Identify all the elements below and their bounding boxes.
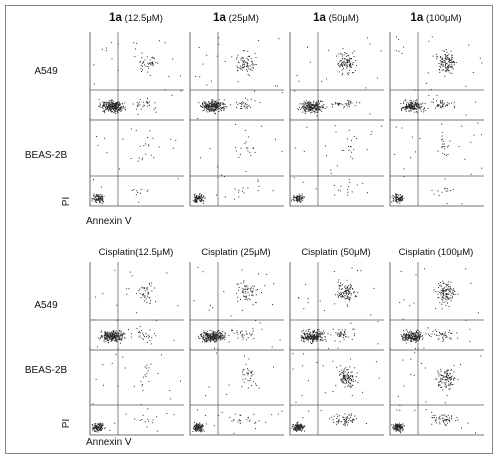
scatter-plot bbox=[89, 347, 184, 436]
dot-plot-panel bbox=[288, 262, 384, 360]
plot-axes bbox=[289, 347, 384, 436]
event-dots bbox=[93, 269, 179, 348]
column-header-1a-100: 1a (100μM) bbox=[384, 12, 488, 24]
dot-plot-panel bbox=[388, 262, 484, 360]
plot-axes bbox=[89, 118, 184, 207]
dot-plot-panel bbox=[88, 347, 184, 445]
event-dots bbox=[91, 128, 179, 205]
event-dots bbox=[291, 125, 383, 203]
axis-label-annexin-v-bottom: Annexin V bbox=[86, 437, 132, 448]
column-header-cisplatin-50: Cisplatin (50μM) bbox=[301, 247, 371, 258]
row-label-beas-2b-top: BEAS-2B bbox=[24, 150, 68, 161]
column-header-1a-12.5: 1a (12.5μM) bbox=[84, 12, 188, 24]
scatter-plot bbox=[289, 118, 384, 207]
event-dots bbox=[391, 352, 482, 434]
dot-plot-panel bbox=[288, 347, 384, 445]
scatter-plot bbox=[189, 347, 284, 436]
event-dots bbox=[195, 37, 283, 119]
event-dots bbox=[291, 353, 380, 432]
event-dots bbox=[192, 123, 283, 204]
axis-label-pi-top: PI bbox=[61, 196, 73, 207]
plot-axes bbox=[89, 262, 184, 351]
column-header-cisplatin-100: Cisplatin (100μM) bbox=[398, 247, 474, 258]
plot-axes bbox=[289, 262, 384, 351]
dot-plot-panel bbox=[188, 32, 284, 130]
scatter-plot bbox=[89, 32, 184, 121]
concentration-label: (50μM) bbox=[328, 13, 359, 24]
column-header-cisplatin-12.5: Cisplatin(12.5μM) bbox=[98, 247, 174, 258]
figure-frame bbox=[5, 5, 493, 454]
dot-plot-panel bbox=[88, 262, 184, 360]
scatter-plot bbox=[189, 32, 284, 121]
dot-plot-panel bbox=[188, 118, 284, 216]
dot-plot-panel bbox=[388, 32, 484, 130]
dot-plot-panel bbox=[388, 347, 484, 445]
column-header-cisplatin-25: Cisplatin (25μM) bbox=[201, 247, 271, 258]
event-dots bbox=[298, 267, 379, 349]
column-header-1a-25: 1a (25μM) bbox=[184, 12, 288, 24]
plot-axes bbox=[289, 118, 384, 207]
scatter-plot bbox=[389, 32, 484, 121]
event-dots bbox=[192, 352, 283, 434]
plot-axes bbox=[389, 118, 484, 207]
scatter-plot bbox=[389, 118, 484, 207]
concentration-label: (100μM) bbox=[426, 13, 462, 24]
dot-plot-panel bbox=[388, 118, 484, 216]
dot-plot-panel bbox=[188, 347, 284, 445]
event-dots bbox=[391, 122, 483, 205]
plot-axes bbox=[89, 347, 184, 436]
plot-axes bbox=[189, 118, 284, 207]
concentration-label: (12.5μM) bbox=[124, 13, 163, 24]
axis-label-annexin-v-top: Annexin V bbox=[86, 216, 132, 227]
compound-label: 1a bbox=[109, 12, 122, 24]
column-header-1a-50: 1a (50μM) bbox=[284, 12, 388, 24]
row-label-a549-top: A549 bbox=[34, 66, 58, 77]
plot-axes bbox=[189, 347, 284, 436]
compound-label: 1a bbox=[410, 12, 424, 24]
plot-axes bbox=[389, 347, 484, 436]
dot-plot-panel bbox=[88, 118, 184, 216]
scatter-plot bbox=[289, 262, 384, 351]
compound-label: 1a bbox=[313, 12, 326, 24]
scatter-plot bbox=[389, 347, 484, 436]
dot-plot-panel bbox=[188, 262, 284, 360]
event-dots bbox=[395, 36, 483, 116]
concentration-label: (25μM) bbox=[228, 13, 259, 24]
dot-plot-panel bbox=[88, 32, 184, 130]
dot-plot-panel bbox=[288, 118, 384, 216]
row-label-a549-bottom: A549 bbox=[34, 300, 58, 311]
event-dots bbox=[294, 37, 382, 117]
dot-plot-panel bbox=[288, 32, 384, 130]
scatter-plot bbox=[289, 32, 384, 121]
scatter-plot bbox=[389, 262, 484, 351]
compound-label: 1a bbox=[213, 12, 226, 24]
axis-label-pi-bottom: PI bbox=[61, 418, 73, 429]
plot-axes bbox=[189, 262, 284, 351]
event-dots bbox=[193, 266, 281, 349]
event-dots bbox=[93, 40, 182, 115]
row-label-beas-2b-bottom: BEAS-2B bbox=[24, 365, 68, 376]
event-dots bbox=[399, 268, 479, 349]
scatter-plot bbox=[289, 347, 384, 436]
scatter-plot bbox=[189, 118, 284, 207]
scatter-plot bbox=[89, 118, 184, 207]
event-dots bbox=[91, 353, 181, 433]
scatter-plot bbox=[89, 262, 184, 351]
scatter-plot bbox=[189, 262, 284, 351]
